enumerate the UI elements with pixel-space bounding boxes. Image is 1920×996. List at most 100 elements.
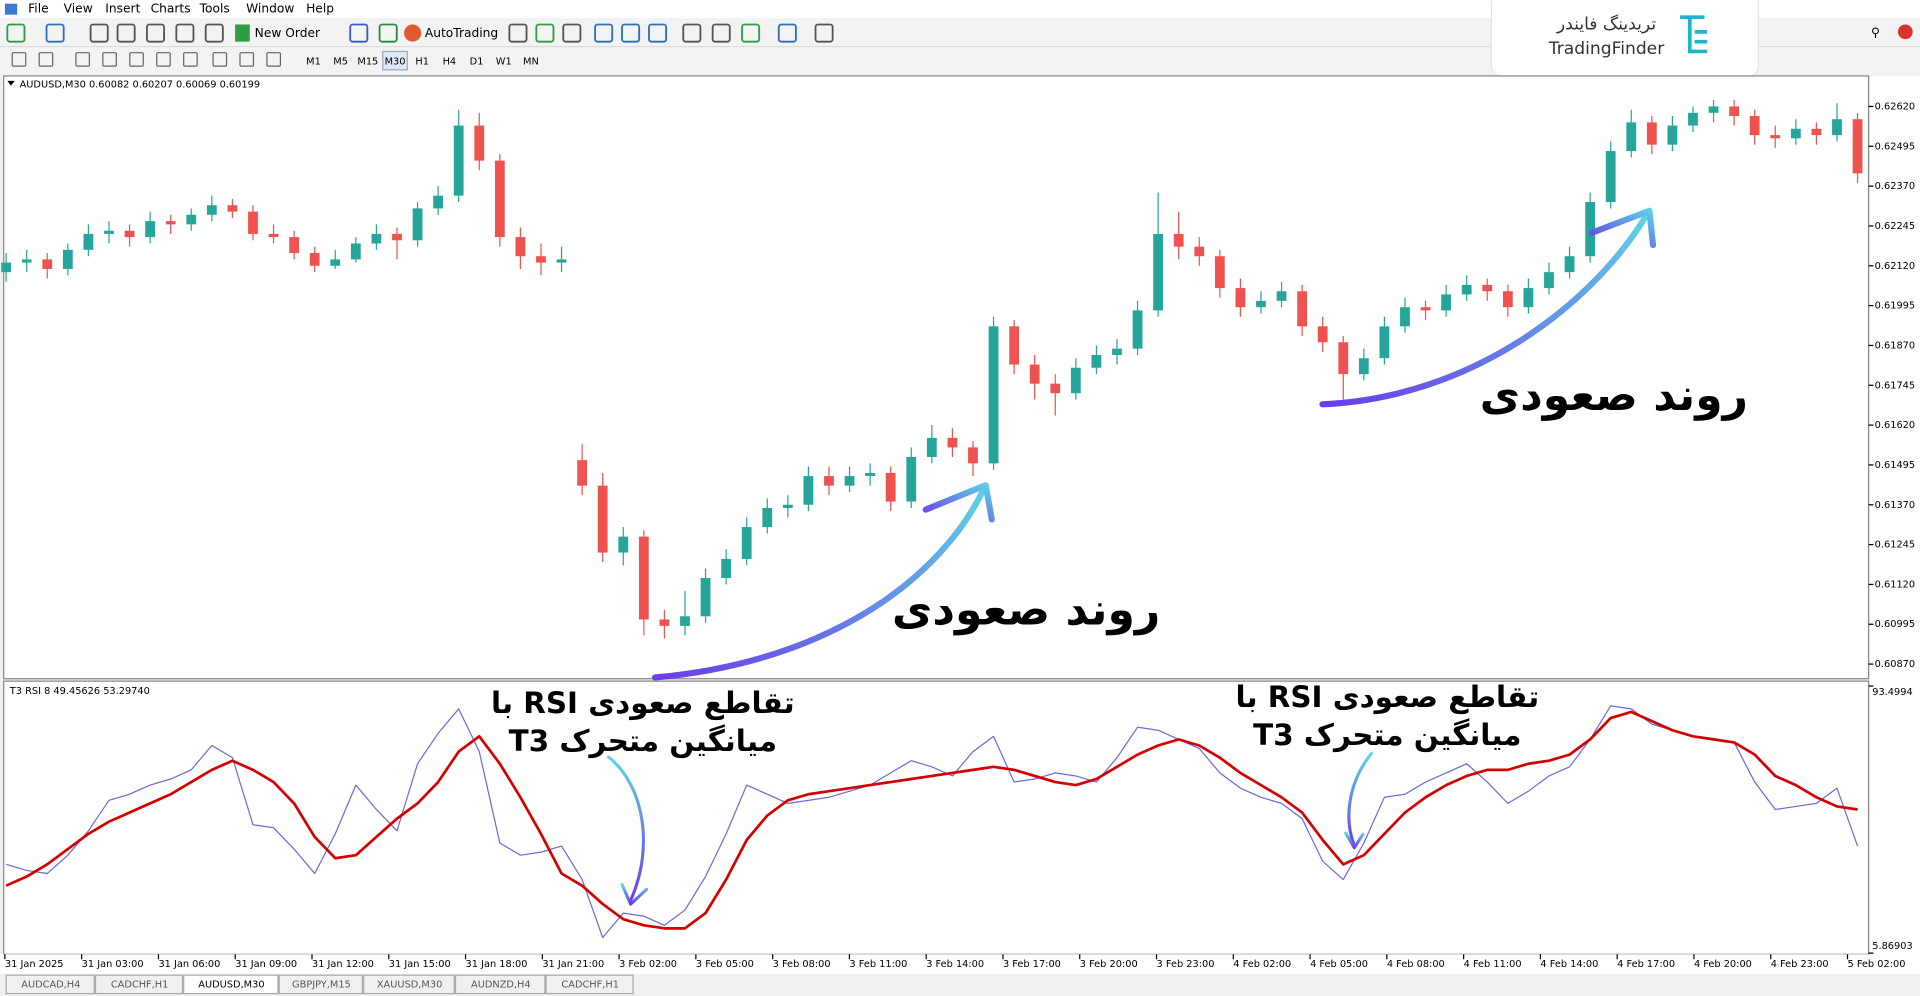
candle-body	[700, 578, 711, 617]
menu-item: Help	[306, 2, 334, 16]
candle-body	[42, 259, 53, 269]
annotation-arrow	[1347, 751, 1373, 847]
timeframe-button[interactable]: M1	[306, 56, 321, 67]
candle-body	[680, 616, 690, 626]
drawing-tool	[212, 52, 228, 67]
x-tick-label: 4 Feb 23:00	[1771, 959, 1829, 970]
timeframe-button[interactable]: M5	[333, 56, 348, 67]
menu-item: Window	[246, 2, 294, 16]
toolbar-button	[814, 23, 834, 43]
toolbar-button	[89, 23, 109, 43]
x-tick-label: 3 Feb 11:00	[849, 959, 907, 970]
candle-body	[474, 125, 485, 161]
drawing-tool	[266, 52, 282, 67]
candle-body	[1029, 364, 1040, 384]
x-tick-label: 31 Jan 06:00	[158, 959, 220, 970]
tab-label[interactable]: AUDUSD,M30	[198, 979, 264, 990]
candle-body	[1276, 291, 1287, 301]
candle-body	[453, 125, 464, 196]
candle-body	[968, 447, 978, 464]
rsi-line	[5, 705, 1859, 939]
annotation-arrow-head	[1588, 207, 1657, 249]
x-tick-label: 4 Feb 17:00	[1617, 959, 1675, 970]
drawing-tool	[102, 52, 117, 67]
candle-body	[865, 472, 876, 477]
tab-label[interactable]: XAUUSD,M30	[377, 979, 442, 990]
price-chart-area	[3, 75, 1870, 680]
y-tick-label: 0.60870	[1875, 659, 1915, 670]
timeframe-button[interactable]: D1	[470, 56, 484, 67]
candle-body	[186, 214, 197, 225]
logo-latin: TradingFinder	[1548, 39, 1665, 59]
tab-active[interactable]	[183, 974, 279, 995]
candle-body	[556, 259, 567, 263]
candle-body	[248, 211, 258, 234]
menu-item: View	[64, 2, 93, 16]
candle-body	[206, 205, 217, 215]
tab-label[interactable]: CADCHF,H1	[561, 979, 619, 990]
tab[interactable]	[278, 974, 364, 995]
tab-label[interactable]: GBPJPY,M15	[292, 979, 351, 990]
notification-badge	[1897, 24, 1913, 40]
candle-body	[824, 476, 834, 486]
candle-body	[1749, 116, 1760, 136]
candle-body	[1420, 307, 1431, 311]
timeframe-button[interactable]: MN	[523, 56, 539, 67]
timeframe-button[interactable]: M15	[357, 56, 378, 67]
toolbar-button	[6, 23, 26, 43]
candle-body	[947, 437, 958, 448]
y-tick-label: 0.61245	[1875, 540, 1915, 551]
candle-body	[309, 253, 320, 266]
menu-bar	[0, 0, 1920, 19]
menu-item: Insert	[105, 2, 140, 16]
candle-body	[1400, 307, 1410, 327]
tab[interactable]	[363, 974, 455, 995]
x-tick-label: 31 Jan 09:00	[235, 959, 297, 970]
candle-body	[1009, 326, 1020, 365]
candle-body	[1852, 119, 1863, 174]
timeframe-button[interactable]: W1	[496, 56, 512, 67]
indicator-area	[3, 680, 1870, 955]
x-tick-label: 31 Jan 18:00	[466, 959, 528, 970]
candle-body	[494, 160, 505, 238]
tab-label[interactable]: CADCHF,H1	[111, 979, 169, 990]
candle-body	[803, 476, 814, 505]
y-tick-label: 0.61995	[1875, 301, 1915, 312]
logo-box	[1490, 0, 1759, 77]
toolbar-button	[562, 23, 582, 43]
candle-body	[1256, 300, 1266, 308]
tab[interactable]	[454, 974, 546, 995]
candle-body	[412, 208, 423, 241]
y-tick-label: 0.62120	[1875, 261, 1915, 272]
annotation-arrow	[652, 484, 988, 681]
candle-body	[1811, 128, 1822, 136]
candle-body	[330, 259, 341, 266]
drawing-tool	[38, 52, 54, 67]
x-tick-label: 31 Jan 15:00	[389, 959, 451, 970]
drawing-tool	[156, 52, 171, 67]
annotation-arrow	[607, 755, 645, 902]
tab-label[interactable]: AUDCAD,H4	[21, 979, 80, 990]
tab-label[interactable]: AUDNZD,H4	[471, 979, 531, 990]
menu-icon	[4, 3, 18, 15]
candle-body	[597, 485, 608, 553]
tab[interactable]	[545, 974, 634, 995]
menu-item: Charts	[151, 2, 191, 16]
search-icon: ⚲	[1871, 26, 1880, 40]
timeframe-button[interactable]: M30	[385, 56, 406, 67]
candle-body	[1832, 119, 1842, 136]
tab[interactable]	[5, 974, 95, 995]
tab[interactable]	[94, 974, 184, 995]
drawing-tool	[11, 52, 27, 67]
logo-mark	[1680, 15, 1707, 54]
candle-body	[577, 460, 588, 486]
candle-body	[1050, 383, 1061, 394]
toolbar-button	[146, 23, 165, 43]
timeframe-button[interactable]: H1	[415, 56, 429, 67]
candle-body	[1070, 367, 1081, 394]
x-tick-label: 4 Feb 05:00	[1310, 959, 1368, 970]
timeframe-button[interactable]: H4	[443, 56, 457, 67]
y-tick-label: 0.62495	[1875, 141, 1915, 152]
candle-body	[659, 619, 670, 626]
